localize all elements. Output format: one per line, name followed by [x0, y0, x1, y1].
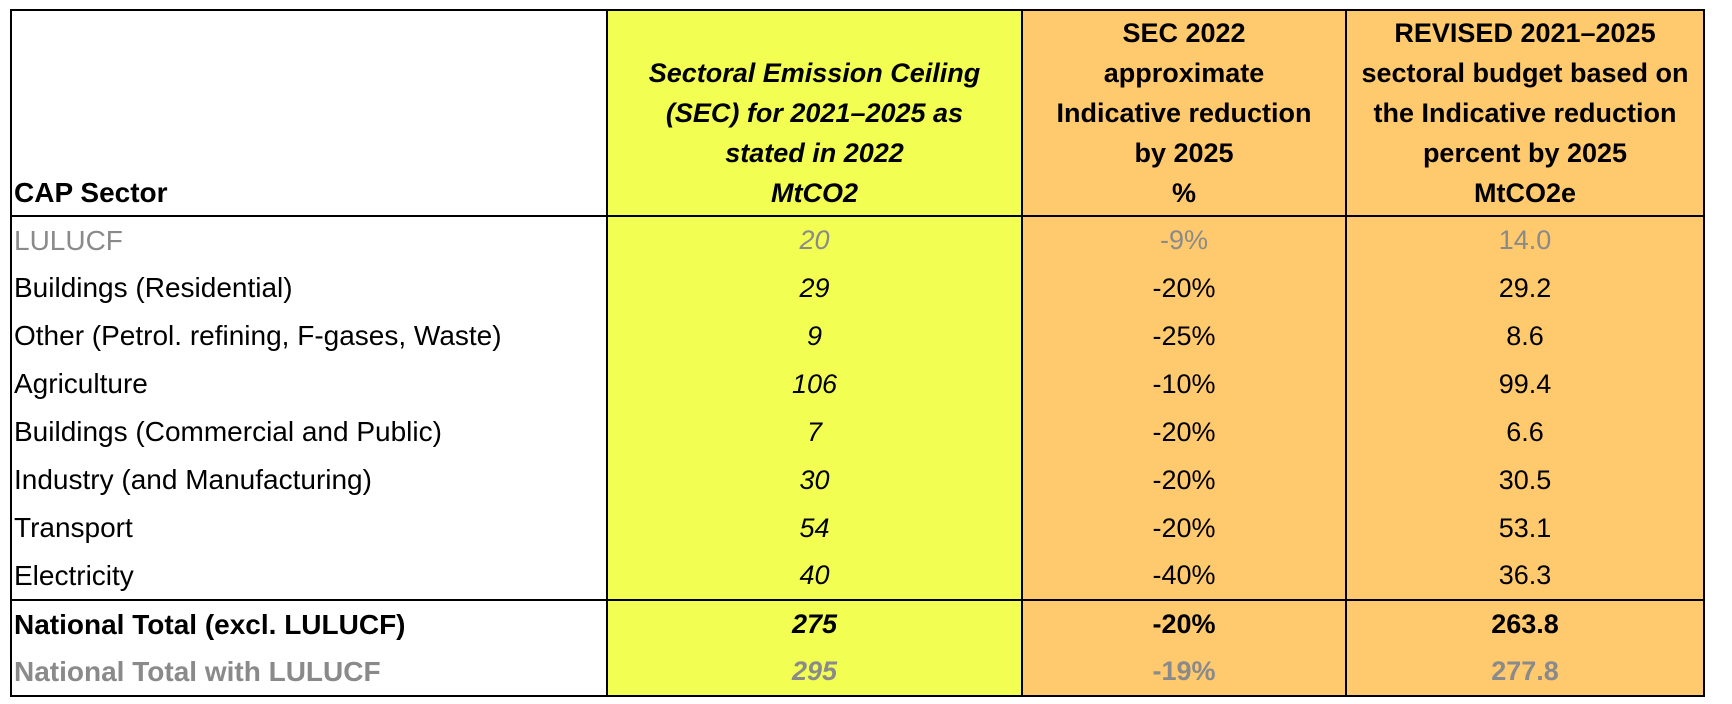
- cell-reduction: -19%: [1021, 648, 1347, 696]
- cell-sec: 275: [606, 599, 1023, 648]
- header-indicative-reduction: SEC 2022 approximate Indicative reductio…: [1021, 9, 1347, 217]
- table-row-buildings-residential: Buildings (Residential) 29 -20% 29.2: [10, 264, 1705, 312]
- cell-reduction: -40%: [1021, 552, 1347, 600]
- cell-sec: 106: [606, 360, 1023, 408]
- cell-sector: Buildings (Residential): [10, 264, 608, 312]
- header-line: the Indicative reduction: [1373, 98, 1677, 128]
- table-row-electricity: Electricity 40 -40% 36.3: [10, 552, 1705, 600]
- cell-sector: LULUCF: [10, 216, 608, 264]
- cell-revised: 30.5: [1345, 456, 1705, 504]
- cell-sector: National Total (excl. LULUCF): [10, 599, 608, 648]
- cell-sector: Buildings (Commercial and Public): [10, 408, 608, 456]
- header-line: SEC 2022: [1122, 18, 1246, 48]
- header-line: MtCO2e: [1473, 178, 1576, 208]
- cell-revised: 99.4: [1345, 360, 1705, 408]
- cell-reduction: -9%: [1021, 216, 1347, 264]
- header-line: %: [1171, 178, 1196, 208]
- header-line: Sectoral Emission Ceiling: [648, 58, 981, 88]
- cell-reduction: -20%: [1021, 408, 1347, 456]
- header-line: sectoral budget based on: [1361, 58, 1689, 88]
- cell-sector: National Total with LULUCF: [10, 648, 608, 696]
- cell-sector: Transport: [10, 504, 608, 552]
- cell-revised: 29.2: [1345, 264, 1705, 312]
- header-cap-sector: CAP Sector: [10, 9, 608, 217]
- cell-revised: 53.1: [1345, 504, 1705, 552]
- cell-reduction: -20%: [1021, 264, 1347, 312]
- cell-sector: Agriculture: [10, 360, 608, 408]
- header-line: by 2025: [1134, 138, 1234, 168]
- cell-sec: 20: [606, 216, 1023, 264]
- header-line: approximate: [1103, 58, 1265, 88]
- header-line: percent by 2025: [1422, 138, 1628, 168]
- cell-revised: 277.8: [1345, 648, 1705, 696]
- table-row-buildings-commercial: Buildings (Commercial and Public) 7 -20%…: [10, 408, 1705, 456]
- cell-sec: 7: [606, 408, 1023, 456]
- cell-revised: 36.3: [1345, 552, 1705, 600]
- header-line: REVISED 2021–2025: [1394, 18, 1656, 48]
- header-line: Indicative reduction: [1056, 98, 1312, 128]
- cell-revised: 8.6: [1345, 312, 1705, 360]
- cell-sector: Other (Petrol. refining, F-gases, Waste): [10, 312, 608, 360]
- table-row-other: Other (Petrol. refining, F-gases, Waste)…: [10, 312, 1705, 360]
- table-row-lulucf: LULUCF 20 -9% 14.0: [10, 216, 1705, 264]
- cell-reduction: -20%: [1021, 599, 1347, 648]
- cell-sec: 30: [606, 456, 1023, 504]
- header-line: MtCO2: [771, 178, 858, 208]
- cell-sector: Electricity: [10, 552, 608, 600]
- cell-sector: Industry (and Manufacturing): [10, 456, 608, 504]
- cell-sec: 40: [606, 552, 1023, 600]
- emissions-table: CAP Sector Sectoral Emission Ceiling (SE…: [10, 9, 1705, 697]
- cell-revised: 263.8: [1345, 599, 1705, 648]
- table-row-industry: Industry (and Manufacturing) 30 -20% 30.…: [10, 456, 1705, 504]
- table-row-transport: Transport 54 -20% 53.1: [10, 504, 1705, 552]
- table-row-national-total-with-lulucf: National Total with LULUCF 295 -19% 277.…: [10, 648, 1705, 696]
- cell-sec: 295: [606, 648, 1023, 696]
- header-revised-budget: REVISED 2021–2025 sectoral budget based …: [1345, 9, 1705, 217]
- cell-reduction: -20%: [1021, 504, 1347, 552]
- table-row-agriculture: Agriculture 106 -10% 99.4: [10, 360, 1705, 408]
- cell-sec: 54: [606, 504, 1023, 552]
- cell-sec: 29: [606, 264, 1023, 312]
- cell-sec: 9: [606, 312, 1023, 360]
- cell-revised: 14.0: [1345, 216, 1705, 264]
- table-row-national-total-excl-lulucf: National Total (excl. LULUCF) 275 -20% 2…: [10, 599, 1705, 648]
- cell-reduction: -20%: [1021, 456, 1347, 504]
- cell-reduction: -25%: [1021, 312, 1347, 360]
- cell-revised: 6.6: [1345, 408, 1705, 456]
- cell-reduction: -10%: [1021, 360, 1347, 408]
- header-row: CAP Sector Sectoral Emission Ceiling (SE…: [10, 9, 1705, 217]
- header-sectoral-emission-ceiling: Sectoral Emission Ceiling (SEC) for 2021…: [606, 9, 1023, 217]
- header-line: stated in 2022: [725, 138, 904, 168]
- header-line: (SEC) for 2021–2025 as: [665, 98, 964, 128]
